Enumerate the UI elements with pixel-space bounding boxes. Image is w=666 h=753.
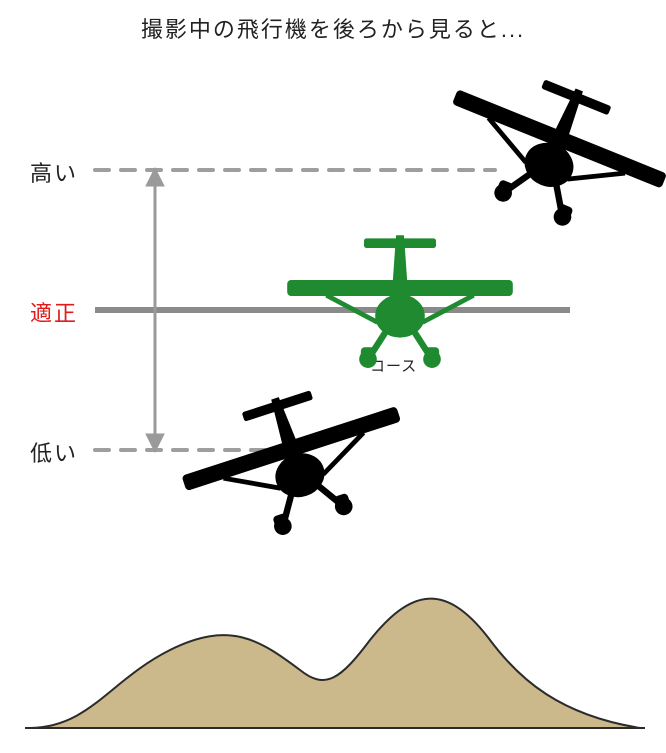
diagram-canvas [0, 0, 666, 753]
plane-correct-icon [288, 236, 512, 367]
ground-shape [25, 599, 645, 728]
plane-low-icon [169, 365, 423, 559]
plane-high-icon [426, 49, 666, 255]
